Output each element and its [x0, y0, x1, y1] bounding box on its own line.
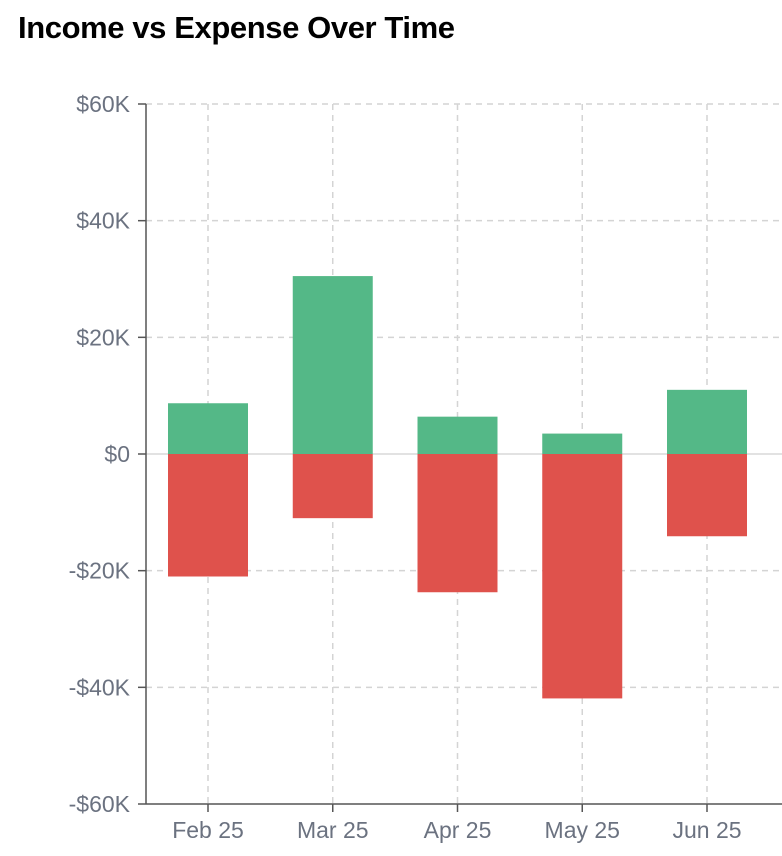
- chart-title: Income vs Expense Over Time: [18, 10, 455, 45]
- negative-bar-mar-25[interactable]: [292, 454, 373, 519]
- y-tick-label: $40K: [76, 208, 130, 234]
- y-tick-label: $20K: [76, 324, 130, 350]
- bars: [168, 276, 747, 699]
- y-tick-label: -$40K: [69, 674, 131, 700]
- axes: [138, 103, 782, 812]
- x-tick-labels: Feb 25 Mar 25 Apr 25 May 25 Jun 25: [172, 817, 741, 843]
- positive-bar-feb-25[interactable]: [168, 403, 248, 454]
- positive-bar-jun-25[interactable]: [667, 389, 747, 454]
- x-tick-label: Feb 25: [172, 817, 244, 843]
- y-tick-labels: $60K $40K $20K $0 -$20K -$40K -$60K: [69, 91, 131, 817]
- y-tick-label: $60K: [76, 91, 130, 117]
- x-tick-label: Apr 25: [424, 817, 492, 843]
- y-tick-label: -$20K: [69, 558, 131, 584]
- negative-bar-jun-25[interactable]: [667, 454, 747, 537]
- y-tick-label: -$60K: [69, 791, 131, 817]
- x-tick-label: May 25: [545, 817, 620, 843]
- negative-bar-may-25[interactable]: [542, 454, 623, 699]
- positive-bar-mar-25[interactable]: [292, 276, 373, 454]
- x-tick-label: Mar 25: [297, 817, 369, 843]
- y-tick-label: $0: [104, 441, 130, 467]
- negative-bar-apr-25[interactable]: [417, 454, 498, 593]
- negative-bar-feb-25[interactable]: [168, 454, 248, 577]
- x-tick-label: Jun 25: [672, 817, 741, 843]
- positive-bar-apr-25[interactable]: [417, 416, 498, 454]
- positive-bar-may-25[interactable]: [542, 433, 623, 454]
